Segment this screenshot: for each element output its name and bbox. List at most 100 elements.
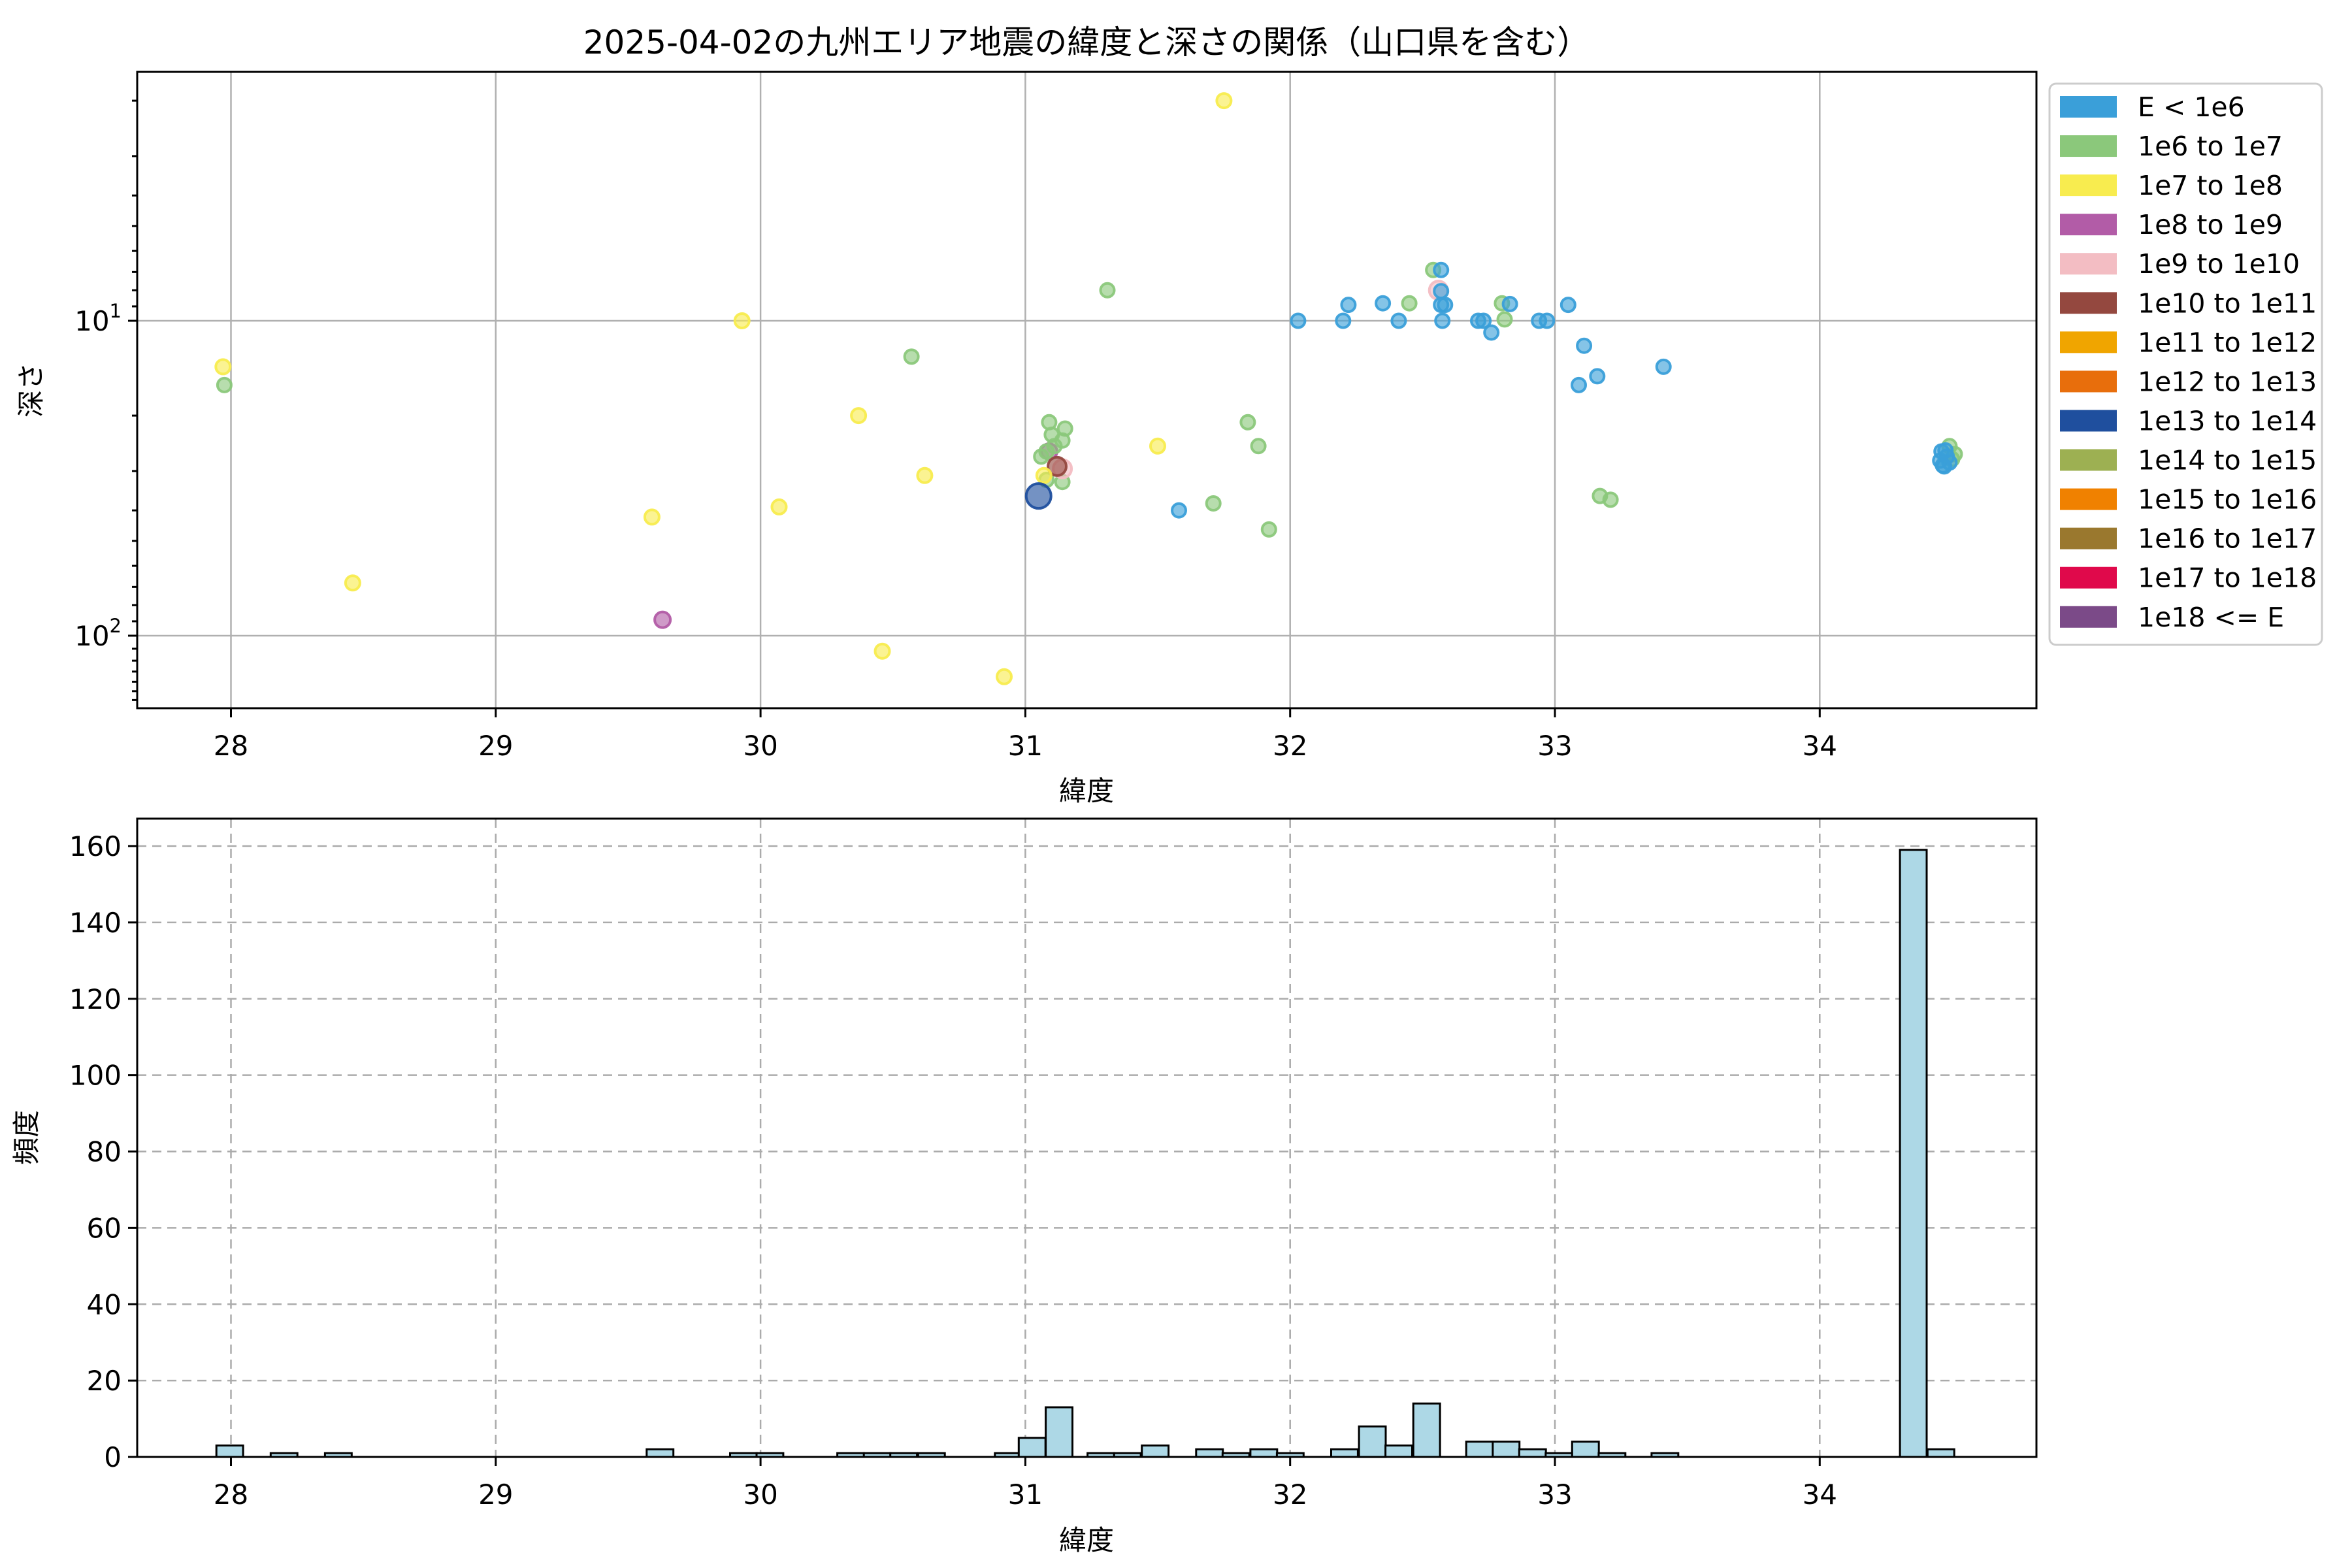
legend-label: 1e7 to 1e8 [2138,170,2283,201]
scatter-point [996,668,1013,685]
scatter-point [1602,491,1619,508]
histogram-bar [1358,1425,1387,1458]
legend-swatch-e14 [2060,449,2117,471]
scatter-point [1475,312,1492,329]
x-tick-label: 33 [1537,730,1572,762]
scatter-point [1433,283,1450,300]
scatter-point [1340,297,1357,314]
scatter-point [874,642,891,660]
y-tick-label: 0 [104,1441,122,1473]
legend-swatch-e0 [2060,96,2117,118]
scatter-plot-border [136,71,2038,710]
histogram-bar [1492,1441,1521,1458]
x-tick-label: 31 [1008,730,1043,762]
legend-swatch-e6 [2060,135,2117,157]
legend-box [2048,82,2323,646]
scatter-axis-ticks: 28 29 30 31 32 33 34 101 102 [74,99,1837,762]
scatter-point [1035,466,1053,484]
x-tick-label: 34 [1803,1478,1837,1511]
scatter-point [1539,312,1556,329]
histogram-bar [1384,1445,1414,1458]
scatter-point [1149,437,1166,455]
histogram-bar [1195,1448,1224,1458]
scatter-point [1250,438,1267,455]
histogram-bar [1518,1448,1547,1458]
x-tick-label: 29 [478,1478,513,1511]
legend-label: 1e16 to 1e17 [2138,523,2317,555]
histogram-plot-border [136,817,2038,1458]
legend-swatch-e10 [2060,292,2117,314]
scatter-point [1434,312,1451,329]
x-tick-label: 30 [743,730,777,762]
y-tick-label: 80 [87,1136,122,1168]
scatter-point [903,348,920,365]
histogram-bar [1571,1441,1600,1458]
x-tick-label: 34 [1803,730,1837,762]
x-tick-label: 32 [1273,730,1307,762]
x-tick-label: 29 [478,730,513,762]
x-axis-label-bottom: 緯度 [1059,1524,1114,1556]
scatter-point [770,498,788,515]
histogram-gridlines [137,819,2036,1458]
scatter-point [1260,521,1277,538]
legend-swatch-e18 [2060,606,2117,628]
scatter-point [1375,295,1392,312]
scatter-point [1290,312,1307,329]
scatter-point [1560,297,1576,314]
y-tick-label: 100 [69,1060,122,1092]
legend-label: 1e9 to 1e10 [2138,248,2300,280]
scatter-point [1390,312,1407,329]
y-tick-label: 140 [69,907,122,939]
scatter-gridlines [137,72,2036,708]
scatter-point [1033,448,1050,465]
x-tick-label: 31 [1008,1478,1043,1511]
legend-swatch-e8 [2060,214,2117,236]
scatter-point [1171,502,1187,519]
scatter-point [1571,376,1587,393]
scatter-point [1215,92,1233,110]
scatter-points-layer [214,92,1963,685]
histogram-bar [1249,1448,1279,1458]
y-tick-label: 160 [69,830,122,862]
scatter-point [214,358,232,376]
legend-swatch-e9 [2060,253,2117,275]
scatter-point [916,466,934,484]
histogram-bar [1412,1402,1441,1458]
y-axis-label-top: 深さ [15,363,47,417]
histogram-bar [1045,1406,1073,1458]
scatter-point [1205,495,1222,512]
legend-label: 1e15 to 1e16 [2138,484,2317,515]
scatter-point [1335,312,1352,329]
y-tick-label: 60 [87,1212,122,1244]
scatter-point [216,376,233,393]
x-tick-label: 33 [1537,1478,1572,1511]
legend-label: 1e8 to 1e9 [2138,209,2283,240]
x-axis-label-top: 緯度 [1059,775,1114,807]
y-tick-label: 101 [74,300,122,337]
histogram-bar [1330,1448,1359,1458]
histogram-axis-ticks: 28 29 30 31 32 33 34 0 20 40 60 80 100 120 140 160 [69,830,1837,1511]
scatter-point [1433,261,1450,278]
scatter-point [1099,282,1116,299]
y-axis-label-bottom: 頻度 [10,1110,42,1165]
legend-swatch-e15 [2060,488,2117,510]
plot-title: 2025-04-02の九州エリア地震の緯度と深さの関係（山口県を含む） [583,24,1590,61]
legend: E < 1e6 1e6 to 1e7 1e7 to 1e8 1e8 to 1e9 1e9… [2048,82,2323,646]
histogram-bar [645,1448,675,1458]
scatter-point [1047,455,1068,477]
scatter-point [1589,368,1606,385]
legend-label: 1e13 to 1e14 [2138,405,2317,436]
scatter-point [653,610,672,629]
scatter-point [1576,337,1593,354]
legend-label: 1e12 to 1e13 [2138,366,2317,397]
legend-label: 1e14 to 1e15 [2138,445,2317,476]
scatter-point [1239,414,1256,431]
legend-swatch-e17 [2060,566,2117,589]
x-tick-label: 32 [1273,1478,1307,1511]
scatter-point [850,407,868,425]
legend-swatch-e11 [2060,331,2117,353]
legend-label: 1e6 to 1e7 [2138,131,2283,162]
y-tick-label: 120 [69,983,122,1015]
scatter-point [1437,297,1454,314]
